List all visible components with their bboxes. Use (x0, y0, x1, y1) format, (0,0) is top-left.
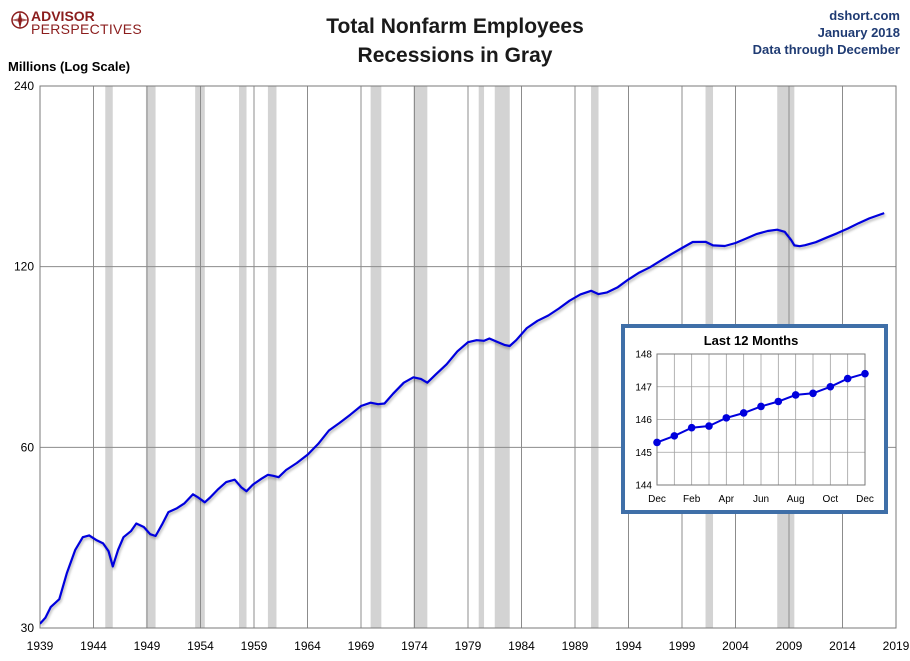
inset-point-aug-8 (791, 391, 800, 399)
inset-x-ticks: Dec Feb Apr Jun Aug Oct Dec (648, 494, 874, 505)
inset-x-tick-label: Jun (753, 494, 769, 505)
inset-point-apr-4 (722, 414, 731, 422)
inset-y-tick-label: 146 (635, 415, 652, 426)
inset-y-tick-label: 148 (635, 350, 652, 361)
brand-logo: ADVISOR PERSPECTIVES (11, 8, 142, 37)
recession-band-4 (267, 86, 277, 628)
plot-area-border (39, 85, 897, 629)
logo-line1: ADVISOR (31, 8, 95, 24)
x-tick-label: 1984 (508, 639, 535, 653)
inset-x-tick-label: Oct (823, 494, 839, 505)
y-axis-label: Millions (Log Scale) (8, 59, 130, 74)
x-tick-label: 1949 (134, 639, 161, 653)
inset-point-dec-12 (861, 369, 869, 378)
recession-bands (105, 86, 795, 628)
x-tick-label: 1969 (348, 639, 375, 653)
x-tick-label: 2019 (883, 639, 910, 653)
inset-plot-border (656, 353, 866, 486)
inset-x-tick-label: Dec (856, 494, 874, 505)
y-tick-label: 120 (14, 260, 34, 274)
compass-icon (11, 11, 29, 29)
inset-frame (621, 324, 888, 514)
recession-band-8 (494, 86, 510, 628)
x-tick-label: 1944 (80, 639, 107, 653)
inset-point-jun-6 (757, 402, 765, 411)
x-tick-label: 2004 (722, 639, 749, 653)
recession-band-0 (105, 86, 113, 628)
inset-point-may-5 (739, 409, 748, 417)
inset-point-oct-10 (826, 382, 835, 391)
credit-data-through: Data through December (753, 42, 900, 57)
y-tick-label: 60 (21, 440, 35, 454)
recession-band-9 (591, 86, 599, 628)
credit-site: dshort.com (829, 8, 900, 23)
y-tick-label: 240 (14, 79, 34, 93)
inset-series (653, 369, 869, 447)
inset-x-tick-label: Dec (648, 494, 666, 505)
logo-line2: PERSPECTIVES (31, 21, 142, 37)
x-tick-label: 1954 (187, 639, 214, 653)
x-tick-label: 2014 (829, 639, 856, 653)
inset-point-nov-11 (843, 374, 852, 383)
inset-point-sep-9 (809, 389, 817, 398)
recession-band-6 (413, 86, 428, 628)
recession-band-5 (370, 86, 382, 628)
x-tick-label: 1989 (562, 639, 589, 653)
recession-band-2 (195, 86, 205, 628)
x-tick-label: 1959 (241, 639, 268, 653)
inset-point-jul-7 (774, 397, 783, 406)
recession-band-3 (239, 86, 247, 628)
x-tick-label: 2009 (776, 639, 803, 653)
recession-band-1 (145, 86, 156, 628)
chart-subtitle: Recessions in Gray (358, 44, 553, 67)
inset-y-ticks: 144 145 146 147 148 (635, 350, 652, 492)
x-axis-ticks: 1939 1944 1949 1954 1959 1964 1969 1974 1979 1984… (27, 639, 910, 653)
recession-band-7 (478, 86, 485, 628)
x-tick-label: 1979 (455, 639, 482, 653)
inset-last-12-months: Last 12 Months Dec Feb Apr Jun Aug Oct Dec 144… (621, 324, 888, 514)
x-tick-label: 1994 (615, 639, 642, 653)
inset-y-tick-label: 147 (635, 382, 652, 393)
inset-x-tick-label: Apr (719, 494, 735, 505)
chart-title: Total Nonfarm Employees (326, 15, 584, 38)
inset-x-tick-label: Feb (683, 494, 701, 505)
x-tick-label: 1974 (401, 639, 428, 653)
inset-title: Last 12 Months (704, 333, 799, 348)
inset-point-jan-1 (670, 432, 679, 440)
x-tick-label: 1999 (669, 639, 696, 653)
inset-x-tick-label: Aug (787, 494, 805, 505)
inset-point-dec-0 (653, 438, 661, 447)
inset-y-tick-label: 144 (635, 481, 652, 492)
series-layer (40, 212, 885, 625)
inset-point-mar-3 (705, 422, 713, 430)
inset-point-feb-2 (687, 423, 696, 432)
inset-y-tick-label: 145 (635, 448, 652, 459)
series-line-0 (40, 212, 885, 625)
x-tick-label: 1964 (294, 639, 321, 653)
y-tick-label: 30 (21, 621, 35, 635)
x-tick-label: 1939 (27, 639, 54, 653)
credit-date: January 2018 (818, 25, 900, 40)
y-axis-ticks: 30 60 120 240 (14, 79, 34, 635)
